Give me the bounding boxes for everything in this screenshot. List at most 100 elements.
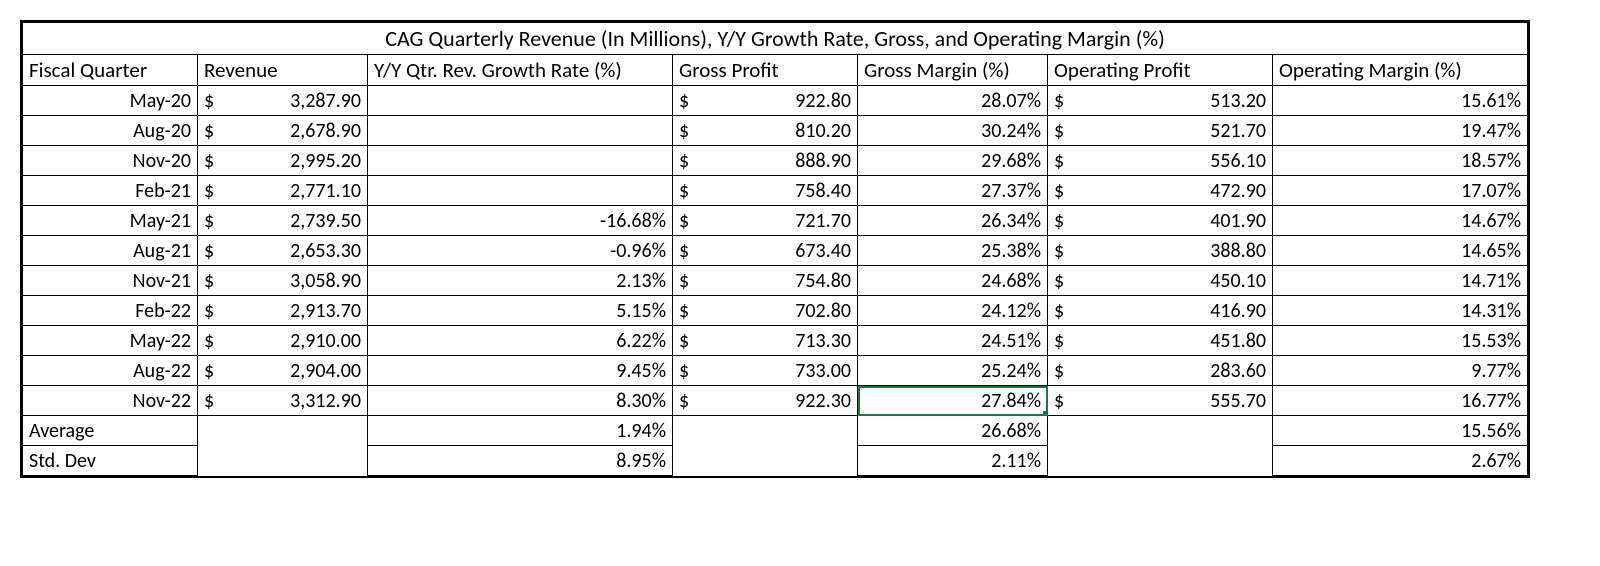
cell-yy-growth[interactable]: 8.30% [368,386,673,416]
cell-operating-margin[interactable]: 15.53% [1273,326,1528,356]
cell-fiscal-quarter[interactable]: Feb-21 [23,176,198,206]
cell-yy-growth[interactable] [368,116,673,146]
cell-revenue[interactable]: $2,904.00 [198,356,368,386]
cell-fiscal-quarter[interactable]: Feb-22 [23,296,198,326]
cell-operating-profit[interactable]: $451.80 [1048,326,1273,356]
cell-operating-margin[interactable]: 14.65% [1273,236,1528,266]
cell-gross-margin[interactable]: 26.34% [858,206,1048,236]
cell-fiscal-quarter[interactable]: Aug-22 [23,356,198,386]
cell-revenue[interactable]: $3,312.90 [198,386,368,416]
cell-operating-profit[interactable]: $283.60 [1048,356,1273,386]
cell-revenue[interactable]: $3,058.90 [198,266,368,296]
cell-revenue[interactable]: $2,678.90 [198,116,368,146]
cell-operating-margin[interactable]: 16.77% [1273,386,1528,416]
col-header-fiscal-quarter[interactable]: Fiscal Quarter [23,55,198,86]
cell-fiscal-quarter[interactable]: Nov-20 [23,146,198,176]
cell-revenue[interactable]: $2,739.50 [198,206,368,236]
cell-gross-profit[interactable]: $733.00 [673,356,858,386]
summary-label-average[interactable]: Average [23,416,198,446]
cell-operating-profit[interactable]: $555.70 [1048,386,1273,416]
cell-fiscal-quarter[interactable]: Nov-22 [23,386,198,416]
cell-gross-profit[interactable]: $810.20 [673,116,858,146]
col-header-yy-growth[interactable]: Y/Y Qtr. Rev. Growth Rate (%) [368,55,673,86]
cell-operating-margin[interactable]: 15.61% [1273,86,1528,116]
cell-gross-margin[interactable]: 28.07% [858,86,1048,116]
table-row: Aug-20$2,678.90 $810.2030.24%$521.7019.47… [23,116,1528,146]
summary-avg-yy[interactable]: 1.94% [368,416,673,446]
cell-fiscal-quarter[interactable]: May-22 [23,326,198,356]
cell-revenue[interactable]: $2,913.70 [198,296,368,326]
cell-revenue[interactable]: $2,653.30 [198,236,368,266]
summary-avg-om[interactable]: 15.56% [1273,416,1528,446]
cell-gross-profit[interactable]: $758.40 [673,176,858,206]
cell-fiscal-quarter[interactable]: May-20 [23,86,198,116]
cell-gross-margin[interactable]: 30.24% [858,116,1048,146]
cell-operating-margin[interactable]: 14.67% [1273,206,1528,236]
cell-operating-margin[interactable]: 17.07% [1273,176,1528,206]
cell-yy-growth[interactable] [368,146,673,176]
cell-gross-margin[interactable]: 24.51% [858,326,1048,356]
cell-operating-profit[interactable]: $416.90 [1048,296,1273,326]
col-header-revenue[interactable]: Revenue [198,55,368,86]
cell-gross-profit[interactable]: $754.80 [673,266,858,296]
cell-operating-profit[interactable]: $521.70 [1048,116,1273,146]
summary-std-yy[interactable]: 8.95% [368,446,673,476]
cell-fiscal-quarter[interactable]: May-21 [23,206,198,236]
cell-yy-growth[interactable]: 2.13% [368,266,673,296]
cell-gross-profit[interactable]: $721.70 [673,206,858,236]
cell-operating-profit[interactable]: $401.90 [1048,206,1273,236]
col-header-op-profit[interactable]: Operating Profit [1048,55,1273,86]
cell-operating-profit[interactable]: $472.90 [1048,176,1273,206]
cell-operating-profit[interactable]: $388.80 [1048,236,1273,266]
col-header-op-margin[interactable]: Operating Margin (%) [1273,55,1528,86]
currency-amount: 2,653.30 [290,239,361,263]
cell-operating-margin[interactable]: 18.57% [1273,146,1528,176]
summary-op-blank[interactable] [1048,416,1273,476]
cell-gross-profit[interactable]: $713.30 [673,326,858,356]
cell-fiscal-quarter[interactable]: Aug-21 [23,236,198,266]
cell-operating-profit[interactable]: $556.10 [1048,146,1273,176]
cell-yy-growth[interactable]: -0.96% [368,236,673,266]
cell-operating-margin[interactable]: 9.77% [1273,356,1528,386]
cell-gross-profit[interactable]: $922.30 [673,386,858,416]
cell-gross-margin[interactable]: 29.68% [858,146,1048,176]
summary-std-om[interactable]: 2.67% [1273,446,1528,476]
currency-amount: 2,771.10 [290,179,361,203]
cell-gross-profit[interactable]: $888.90 [673,146,858,176]
cell-yy-growth[interactable] [368,86,673,116]
summary-gp-blank[interactable] [673,416,858,476]
cell-operating-margin[interactable]: 14.31% [1273,296,1528,326]
cell-gross-margin[interactable]: 25.38% [858,236,1048,266]
cell-yy-growth[interactable] [368,176,673,206]
cell-yy-growth[interactable]: 9.45% [368,356,673,386]
cell-fiscal-quarter[interactable]: Aug-20 [23,116,198,146]
cell-gross-margin[interactable]: 24.68% [858,266,1048,296]
cell-gross-profit[interactable]: $673.40 [673,236,858,266]
cell-revenue[interactable]: $2,771.10 [198,176,368,206]
cell-revenue[interactable]: $2,910.00 [198,326,368,356]
cell-yy-growth[interactable]: -16.68% [368,206,673,236]
col-header-gross-margin[interactable]: Gross Margin (%) [858,55,1048,86]
currency-symbol: $ [679,389,689,413]
cell-operating-profit[interactable]: $513.20 [1048,86,1273,116]
cell-gross-margin[interactable]: 24.12% [858,296,1048,326]
cell-gross-profit[interactable]: $922.80 [673,86,858,116]
summary-avg-gm[interactable]: 26.68% [858,416,1048,446]
cell-operating-margin[interactable]: 19.47% [1273,116,1528,146]
cell-gross-profit[interactable]: $702.80 [673,296,858,326]
cell-revenue[interactable]: $2,995.20 [198,146,368,176]
cell-revenue[interactable]: $3,287.90 [198,86,368,116]
col-header-gross-profit[interactable]: Gross Profit [673,55,858,86]
cell-yy-growth[interactable]: 6.22% [368,326,673,356]
cell-operating-profit[interactable]: $450.10 [1048,266,1273,296]
cell-fiscal-quarter[interactable]: Nov-21 [23,266,198,296]
summary-label-stddev[interactable]: Std. Dev [23,446,198,476]
cell-gross-margin[interactable]: 27.37% [858,176,1048,206]
cell-yy-growth[interactable]: 5.15% [368,296,673,326]
summary-rev-blank[interactable] [198,416,368,476]
currency-symbol: $ [679,119,689,143]
cell-gross-margin[interactable]: 27.84% [858,386,1048,416]
summary-std-gm[interactable]: 2.11% [858,446,1048,476]
cell-operating-margin[interactable]: 14.71% [1273,266,1528,296]
cell-gross-margin[interactable]: 25.24% [858,356,1048,386]
